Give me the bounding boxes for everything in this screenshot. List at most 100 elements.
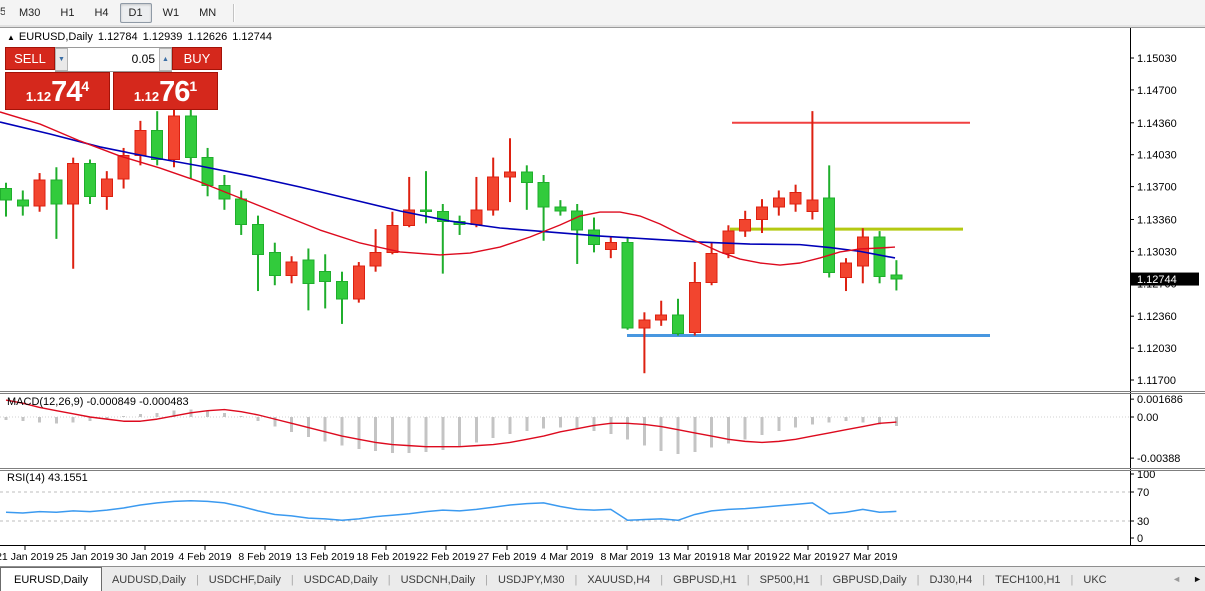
chart-tabs-bar: EURUSD,Daily AUDUSD,Daily | USDCHF,Daily | US… <box>0 566 1205 591</box>
main-chart-panel[interactable] <box>0 107 990 374</box>
sell-price-display[interactable]: 1.12 74 4 <box>5 72 110 110</box>
macd-histogram-bar <box>827 417 831 423</box>
candle-body <box>705 252 718 283</box>
chart-title[interactable]: ▲ EURUSD,Daily 1.12784 1.12939 1.12626 1.1274… <box>7 31 277 43</box>
chart-tab-gbpusd-daily[interactable]: GBPUSD,Daily <box>832 573 907 586</box>
candle-body <box>655 314 668 321</box>
tab-separator: | <box>819 573 823 586</box>
candle-body <box>151 130 164 161</box>
chart-tab-audusd-daily[interactable]: AUDUSD,Daily <box>111 573 186 586</box>
tab-separator: | <box>387 573 391 586</box>
timeframe-button-d1[interactable]: D1 <box>119 3 152 23</box>
candle-body <box>235 198 248 225</box>
chart-tab-usdjpy-m30[interactable]: USDJPY,M30 <box>498 573 565 586</box>
timeframe-button-h4[interactable]: H4 <box>85 3 117 23</box>
price-scale-label: 1.13700 <box>1137 182 1177 194</box>
chart-tab-tech100-h1[interactable]: TECH100,H1 <box>995 573 1061 586</box>
candle-body <box>487 176 500 211</box>
macd-histogram-bar <box>155 412 159 417</box>
date-label: 13 Mar 2019 <box>659 551 718 563</box>
candle-body <box>117 155 130 180</box>
date-label: 13 Feb 2019 <box>296 551 355 563</box>
sell-button[interactable]: SELL <box>5 47 55 70</box>
candle-body <box>100 178 113 197</box>
chart-tab-usdchf-daily[interactable]: USDCHF,Daily <box>208 573 281 586</box>
chart-tab-dj30-h4[interactable]: DJ30,H4 <box>929 573 973 586</box>
price-scale-label: 1.13030 <box>1137 246 1177 258</box>
macd-histogram-bar <box>676 417 680 455</box>
chart-tab-xauusd-h4[interactable]: XAUUSD,H4 <box>587 573 651 586</box>
rsi-scale-label: 0 <box>1137 533 1143 545</box>
price-scale-label: 1.14360 <box>1137 118 1177 130</box>
tabs-scroll-right-icon[interactable]: ► <box>1193 574 1202 584</box>
timeframe-buttons: M30 H1 H4 D1 W1 MN <box>10 3 241 23</box>
candle-body <box>252 223 264 255</box>
macd-histogram-bar <box>4 417 8 421</box>
tabs-scroll-left-icon[interactable]: ◄ <box>1172 574 1182 584</box>
chart-tab-eurusd-daily[interactable]: EURUSD,Daily <box>0 567 102 591</box>
candle-body <box>688 281 701 334</box>
tab-separator: | <box>485 573 489 586</box>
candle-body <box>739 218 752 232</box>
date-label: 8 Mar 2019 <box>600 551 653 563</box>
date-label: 22 Feb 2019 <box>417 551 476 563</box>
candle-body <box>386 224 399 253</box>
candle-body <box>470 209 483 225</box>
timeframe-button-m30[interactable]: M30 <box>10 3 49 23</box>
macd-histogram-bar <box>844 417 848 422</box>
chart-tab-sp500-h1[interactable]: SP500,H1 <box>759 573 810 586</box>
toolbar-clipped-button[interactable]: 5 <box>0 6 5 18</box>
macd-histogram-bar <box>592 417 596 431</box>
rsi-panel[interactable] <box>0 491 1130 522</box>
macd-scale-label: 0.00 <box>1137 412 1158 424</box>
candle-body <box>319 271 332 282</box>
macd-histogram-bar <box>71 417 75 423</box>
timeframe-button-w1[interactable]: W1 <box>154 3 189 23</box>
chart-tab-gbpusd-h1[interactable]: GBPUSD,H1 <box>673 573 737 586</box>
rsi-scale-label: 100 <box>1137 469 1155 481</box>
chart-tab-ukc[interactable]: UKC <box>1083 573 1107 586</box>
volume-decrease-button[interactable]: ▼ <box>55 48 68 71</box>
macd-histogram-bar <box>558 417 562 428</box>
macd-panel[interactable] <box>0 399 1130 455</box>
candle-body <box>756 206 768 220</box>
macd-scale-label: 0.001686 <box>1137 394 1183 406</box>
price-scale-label: 1.13360 <box>1137 214 1177 226</box>
macd-histogram-bar <box>122 415 126 417</box>
buy-price-big: 76 <box>159 76 190 108</box>
volume-input[interactable]: 0.05 <box>68 48 159 71</box>
current-price-badge <box>1131 272 1199 286</box>
collapse-icon[interactable]: ▲ <box>7 33 15 42</box>
volume-increase-button[interactable]: ▲ <box>159 48 172 71</box>
candle-body <box>873 236 886 278</box>
candle-body <box>336 280 348 300</box>
candle-body <box>134 130 147 157</box>
price-scale[interactable]: 1.15030 1.14700 1.14360 1.14030 1.13700 1.133… <box>1130 28 1199 545</box>
candle-body <box>67 162 80 205</box>
date-label: 27 Feb 2019 <box>478 551 537 563</box>
time-scale[interactable]: 21 Jan 2019 25 Jan 2019 30 Jan 2019 4 Feb 2… <box>0 546 898 563</box>
candle-body <box>722 230 735 254</box>
candle-body <box>571 210 584 231</box>
date-label: 30 Jan 2019 <box>116 551 174 563</box>
macd-histogram-bar <box>206 410 210 417</box>
price-scale-label: 1.11700 <box>1137 375 1176 387</box>
macd-histogram-bar <box>894 417 898 427</box>
macd-histogram-bar <box>794 417 798 428</box>
price-chart[interactable]: 1.15030 1.14700 1.14360 1.14030 1.13700 1.133… <box>0 28 1205 566</box>
buy-button[interactable]: BUY <box>172 47 222 70</box>
chart-tabs: EURUSD,Daily AUDUSD,Daily | USDCHF,Daily | US… <box>0 567 1117 591</box>
candle-body <box>201 157 214 187</box>
macd-histogram-bar <box>743 417 747 440</box>
rsi-indicator-label: RSI(14) 43.1551 <box>7 472 88 484</box>
tab-separator: | <box>746 573 750 586</box>
buy-price-display[interactable]: 1.12 76 1 <box>113 72 218 110</box>
date-label: 21 Jan 2019 <box>0 551 54 563</box>
toolbar-separator <box>233 4 236 22</box>
timeframe-button-mn[interactable]: MN <box>190 3 225 23</box>
macd-histogram-bar <box>38 417 42 423</box>
timeframe-button-h1[interactable]: H1 <box>51 3 83 23</box>
chart-tab-usdcad-daily[interactable]: USDCAD,Daily <box>303 573 378 586</box>
tab-separator: | <box>660 573 664 586</box>
chart-tab-usdcnh-daily[interactable]: USDCNH,Daily <box>400 573 476 586</box>
